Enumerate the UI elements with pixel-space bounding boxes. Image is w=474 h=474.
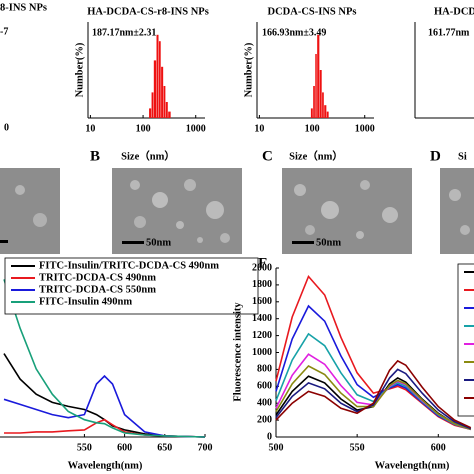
chart: HA-DCDA-CS-r8-INS NPs 187.17nm±2.31 B Size（… — [74, 6, 208, 164]
bar — [163, 86, 166, 118]
x-tick-label: 0 — [4, 122, 9, 133]
x-tick-label: 500 — [269, 442, 284, 453]
x-tick-label: 1000 — [355, 123, 375, 134]
x-axis-label: Size（nm） — [121, 149, 175, 162]
x-tick-label: 10 — [85, 123, 95, 134]
bar — [326, 111, 329, 118]
y-tick-label: 1200 — [252, 330, 272, 341]
bar — [149, 108, 152, 118]
chart: F Wavelength(nm) Fluorescence intensity 500… — [232, 255, 474, 471]
chart: DCDA-CS-INS NPs 166.93nm±3.49 C Size（nm） Num… — [243, 6, 374, 164]
line-series — [275, 304, 472, 431]
x-axis-label: Size（nm） — [289, 149, 343, 162]
bar — [322, 92, 324, 118]
axis-label: Si — [458, 151, 467, 162]
legend-label: TRITC-DCDA-CS 550nm — [39, 284, 156, 295]
tem-image — [440, 168, 474, 254]
bar — [317, 34, 320, 118]
bar — [315, 54, 317, 118]
panel-letter: D — [430, 148, 441, 164]
bar — [165, 102, 168, 118]
y-tick-label: 800 — [257, 364, 272, 375]
bar — [310, 108, 313, 118]
annotation: -7 — [0, 26, 8, 37]
panel-letter: C — [262, 148, 273, 164]
scale-bar-label: 50nm — [146, 237, 171, 248]
y-tick-label: 200 — [257, 414, 272, 425]
x-tick-label: 100 — [305, 123, 320, 134]
tem-image: 50nm — [112, 168, 242, 254]
bar — [158, 41, 161, 119]
x-tick-label: 650 — [157, 442, 172, 453]
y-axis-label: Number(%) — [243, 42, 254, 97]
line-series — [3, 353, 206, 438]
bar — [324, 105, 327, 118]
y-tick-label: 1600 — [252, 296, 272, 307]
line-series — [4, 418, 206, 438]
panel-title: DCDA-CS-INS NPs — [268, 6, 357, 17]
tem-image — [0, 168, 60, 254]
y-axis-label: Number(%) — [74, 42, 85, 97]
x-tick-label: 10 — [254, 123, 264, 134]
x-tick-label: 1000 — [186, 123, 206, 134]
panel-letter: F — [258, 255, 267, 271]
legend-label: FITC-Insulin/TRITC-DCDA-CS 490nm — [39, 260, 219, 271]
y-tick-label: 1000 — [252, 347, 272, 358]
bar — [319, 70, 322, 118]
x-tick-label: 100 — [136, 123, 151, 134]
y-tick-label: 600 — [257, 381, 272, 392]
x-axis-label: Wavelength(nm) — [68, 460, 143, 471]
y-tick-label: 1400 — [252, 313, 272, 324]
bar — [161, 66, 164, 118]
x-tick-label: 550 — [77, 442, 92, 453]
x-tick-label: 550 — [350, 442, 365, 453]
panel-letter: B — [90, 148, 100, 164]
x-axis-label: Wavelength(nm) — [375, 460, 450, 471]
line-series — [275, 368, 472, 430]
panel-title: HA-DCDA-CS-r8-INS NPs — [87, 6, 209, 17]
x-tick-label: 700 — [198, 442, 213, 453]
legend-label: FITC-Insulin 490nm — [39, 296, 132, 307]
bar — [156, 34, 159, 118]
annotation: 166.93nm±3.49 — [262, 27, 326, 38]
y-axis-label: Fluorescence intensity — [232, 302, 243, 402]
line-series — [275, 359, 472, 429]
legend-box — [457, 263, 474, 417]
bar — [153, 60, 157, 118]
line-series — [275, 365, 472, 431]
y-tick-label: 0 — [267, 431, 272, 442]
y-tick-label: 1800 — [252, 279, 272, 290]
legend-label: TRITC-DCDA-CS 490nm — [39, 272, 156, 283]
annotation: 161.77nm — [428, 27, 470, 38]
annotation: 187.17nm±2.31 — [92, 27, 156, 38]
x-tick-label: 600 — [431, 442, 446, 453]
bar — [151, 92, 154, 118]
chart: Wavelength(nm) 550 600 650 700 FITC-Insulin/T… — [0, 257, 259, 471]
scale-bar-label: 50nm — [316, 237, 341, 248]
panel-title: HA-DCDA — [434, 6, 474, 17]
x-tick-label: 600 — [117, 442, 132, 453]
panel-title: 8-INS NPs — [0, 2, 47, 13]
bar — [168, 111, 171, 118]
bar — [313, 86, 315, 118]
line-series — [3, 279, 206, 438]
y-tick-label: 2000 — [252, 262, 272, 273]
y-tick-label: 400 — [257, 397, 272, 408]
tem-image: 50nm — [282, 168, 412, 254]
line-series — [3, 374, 206, 438]
legend-box — [4, 257, 259, 315]
